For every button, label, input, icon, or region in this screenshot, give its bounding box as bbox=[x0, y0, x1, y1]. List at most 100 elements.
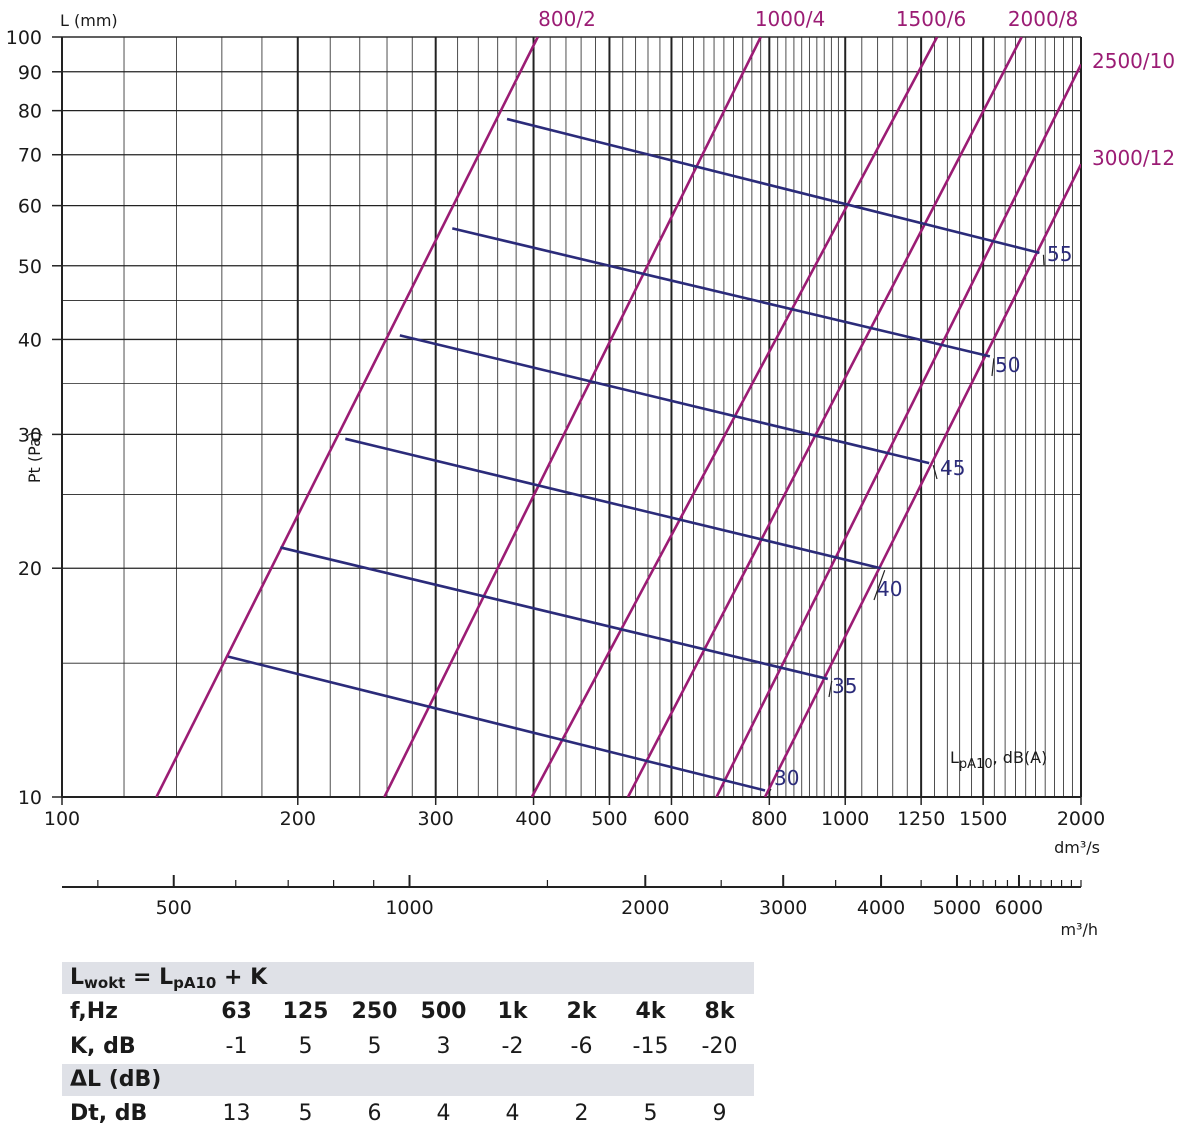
noise-line-label: 35 bbox=[832, 674, 857, 698]
frequency-cell: 125 bbox=[282, 999, 329, 1024]
length-line-1 bbox=[383, 37, 762, 797]
x-tick-label: 400 bbox=[515, 808, 551, 830]
secondary-tick-label: 4000 bbox=[857, 897, 905, 919]
y-tick-label: 60 bbox=[18, 196, 42, 218]
noise-leader bbox=[1042, 254, 1045, 266]
y-tick-label: 50 bbox=[18, 256, 42, 278]
k-cell: 5 bbox=[367, 1034, 382, 1059]
y-tick-label: 70 bbox=[18, 145, 42, 167]
length-line-3 bbox=[626, 37, 1023, 797]
length-line-label: 3000/12 bbox=[1092, 146, 1175, 170]
k-cell: -15 bbox=[632, 1034, 669, 1059]
y-tick-label: 10 bbox=[18, 787, 42, 809]
y-tick-label: 20 bbox=[18, 558, 42, 580]
x-tick-label: 100 bbox=[44, 808, 80, 830]
noise-axis-label-part: L bbox=[950, 748, 959, 767]
noise-line-label: 55 bbox=[1047, 242, 1072, 266]
dt-row-label: Dt, dB bbox=[70, 1101, 148, 1126]
length-line-0 bbox=[155, 37, 539, 797]
y-tick-label: 90 bbox=[18, 62, 42, 84]
noise-leader bbox=[828, 680, 833, 698]
k-cell: 3 bbox=[436, 1034, 451, 1059]
length-line-label: 2500/10 bbox=[1092, 49, 1175, 73]
k-cell: -2 bbox=[501, 1034, 524, 1059]
noise-leader bbox=[991, 358, 995, 377]
pressure-flow-chart: 10 20 30 40 50 60 70 80 90 100 100 200 300 400 500 600 8… bbox=[6, 7, 1175, 939]
noise-leader bbox=[873, 570, 886, 601]
x-tick-label: 600 bbox=[653, 808, 689, 830]
frequency-cell: 500 bbox=[420, 999, 467, 1024]
secondary-tick-label: 1000 bbox=[385, 897, 433, 919]
noise-line-5 bbox=[506, 117, 1040, 255]
secondary-tick-label: 3000 bbox=[759, 897, 807, 919]
x-tick-label: 2000 bbox=[1057, 808, 1105, 830]
noise-line-1 bbox=[280, 546, 829, 681]
dt-cell: 4 bbox=[436, 1101, 451, 1126]
length-line-label: 800/2 bbox=[538, 7, 596, 31]
secondary-tick-label: 6000 bbox=[995, 897, 1043, 919]
x-tick-label: 1250 bbox=[897, 808, 945, 830]
noise-line-0 bbox=[227, 655, 766, 792]
noise-line-label: 40 bbox=[877, 577, 902, 601]
frequency-cell: 2k bbox=[566, 999, 597, 1024]
x-tick-label: 500 bbox=[591, 808, 627, 830]
noise-axis-label-part: , dB(A) bbox=[993, 748, 1048, 767]
lwokt-formula-band: Lwokt = LpA10 + K bbox=[62, 962, 754, 994]
k-correction-row: K, dB -1 5 5 3 -2 -6 -15 -20 bbox=[62, 1029, 754, 1064]
length-line-label: 1500/6 bbox=[896, 7, 966, 31]
k-cell: -1 bbox=[225, 1034, 248, 1059]
correction-tables: Lwokt = LpA10 + K f,Hz 63 125 250 500 1k… bbox=[62, 962, 754, 1131]
frequency-row: f,Hz 63 125 250 500 1k 2k 4k 8k bbox=[62, 994, 754, 1029]
y-axis-label: Pt (Pa) bbox=[25, 431, 44, 483]
dt-row: Dt, dB 13 5 6 4 4 2 5 9 bbox=[62, 1096, 754, 1131]
frequency-cell: 250 bbox=[351, 999, 398, 1024]
secondary-tick-label: 5000 bbox=[933, 897, 981, 919]
length-line-4 bbox=[715, 63, 1081, 797]
x-tick-label: 800 bbox=[751, 808, 787, 830]
k-cell: -6 bbox=[570, 1034, 593, 1059]
noise-line-label: 50 bbox=[995, 353, 1020, 377]
noise-axis-label-part: pA10 bbox=[959, 757, 993, 772]
y-tick-label: 80 bbox=[18, 101, 42, 123]
dt-cell: 5 bbox=[643, 1101, 658, 1126]
noise-line-label: 30 bbox=[774, 766, 799, 790]
x-tick-label: 1500 bbox=[959, 808, 1007, 830]
x-axis-unit: dm³/s bbox=[1054, 838, 1100, 857]
frequency-cell: 4k bbox=[635, 999, 666, 1024]
noise-line-2 bbox=[345, 437, 882, 570]
dt-cell: 6 bbox=[367, 1101, 382, 1126]
noise-axis-label: LpA10, dB(A) bbox=[950, 748, 1047, 772]
length-line-label: 2000/8 bbox=[1008, 7, 1078, 31]
x-tick-label: 1000 bbox=[821, 808, 869, 830]
dt-cell: 13 bbox=[222, 1101, 251, 1126]
x-tick-label: 300 bbox=[418, 808, 454, 830]
secondary-axis-unit: m³/h bbox=[1060, 920, 1098, 939]
k-cell: -20 bbox=[701, 1034, 738, 1059]
x-tick-label: 200 bbox=[280, 808, 316, 830]
frequency-row-label: f,Hz bbox=[70, 999, 118, 1024]
noise-line-4 bbox=[451, 227, 991, 358]
noise-line-3 bbox=[399, 334, 930, 465]
k-row-label: K, dB bbox=[70, 1034, 136, 1059]
noise-leader bbox=[768, 788, 772, 793]
noise-leader bbox=[932, 464, 938, 480]
frequency-cell: 8k bbox=[704, 999, 735, 1024]
dt-cell: 4 bbox=[505, 1101, 520, 1126]
length-line-label: 1000/4 bbox=[755, 7, 825, 31]
plot-lines bbox=[155, 37, 1081, 797]
dt-cell: 5 bbox=[298, 1101, 313, 1126]
dt-cell: 2 bbox=[574, 1101, 589, 1126]
y-tick-label: 30 bbox=[18, 424, 42, 446]
dt-cell: 9 bbox=[712, 1101, 727, 1126]
secondary-tick-label: 500 bbox=[156, 897, 192, 919]
frequency-cell: 1k bbox=[497, 999, 528, 1024]
y-tick-label: 100 bbox=[6, 27, 42, 49]
secondary-tick-label: 2000 bbox=[621, 897, 669, 919]
k-cell: 5 bbox=[298, 1034, 313, 1059]
frequency-cell: 63 bbox=[221, 999, 252, 1024]
length-axis-label: L (mm) bbox=[60, 11, 118, 30]
delta-l-band: ΔL (dB) bbox=[62, 1064, 754, 1096]
length-line-5 bbox=[763, 163, 1081, 797]
y-tick-label: 40 bbox=[18, 329, 42, 351]
noise-line-label: 45 bbox=[940, 456, 965, 480]
